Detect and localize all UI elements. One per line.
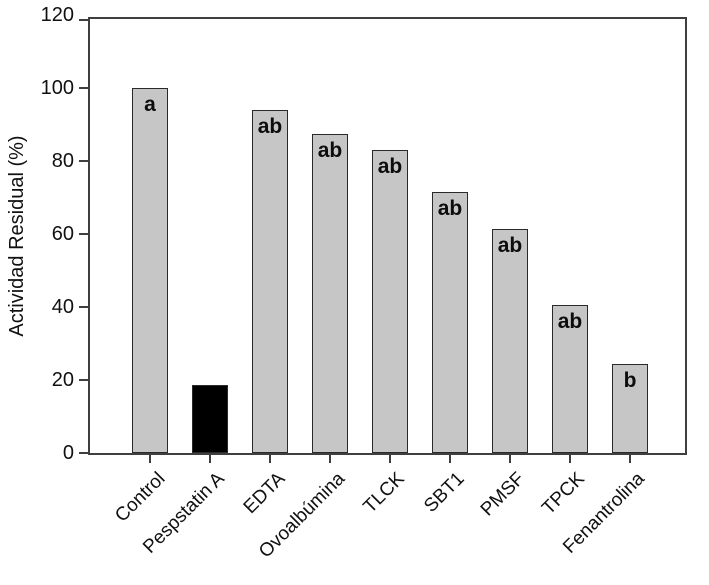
bar-significance-label: ab (437, 197, 463, 221)
x-tick-label: EDTA (239, 468, 290, 518)
bar: b (612, 363, 648, 453)
bar-significance-label: a (144, 93, 156, 116)
bar-significance-label: ab (497, 233, 523, 257)
y-tick-label: 60 (51, 223, 74, 245)
bar: ab (312, 133, 348, 453)
bar-significance-label: ab (557, 310, 583, 334)
x-tick-label: TLCK (359, 468, 410, 518)
y-tick-label: 120 (40, 4, 74, 26)
bar: ab (252, 109, 288, 453)
y-tick-mark (79, 452, 88, 454)
y-tick-label: 80 (51, 150, 74, 172)
y-tick-mark (79, 306, 88, 308)
bar: ab (432, 192, 468, 453)
x-tick-mark (329, 455, 331, 463)
y-tick-label: 20 (51, 369, 74, 391)
bar-significance-label: ab (257, 114, 283, 138)
x-tick-label: PMSF (476, 468, 530, 521)
x-tick-mark (629, 455, 631, 463)
bar (192, 385, 228, 453)
y-tick-mark (79, 19, 88, 21)
x-tick-mark (269, 455, 271, 463)
bar-significance-label: ab (377, 155, 403, 179)
x-tick-mark (509, 455, 511, 463)
y-tick-label: 40 (51, 296, 74, 318)
y-tick-mark (79, 160, 88, 162)
x-tick-mark (149, 455, 151, 463)
x-tick-label: Control (110, 468, 170, 527)
y-tick-mark (79, 87, 88, 89)
bar: ab (552, 305, 588, 453)
x-tick-label: TPCK (538, 468, 590, 519)
bar: ab (492, 228, 528, 453)
bar: a (132, 88, 168, 453)
x-tick-mark (449, 455, 451, 463)
x-tick-label: SBT1 (420, 468, 470, 517)
y-tick-mark (79, 233, 88, 235)
x-tick-mark (569, 455, 571, 463)
y-tick-label: 0 (62, 442, 74, 464)
bar-significance-label: ab (317, 138, 343, 162)
bar: ab (372, 150, 408, 453)
y-tick-label: 100 (40, 77, 74, 99)
bar-significance-label: b (623, 368, 637, 392)
x-tick-mark (389, 455, 391, 463)
y-tick-mark (79, 379, 88, 381)
x-tick-mark (209, 455, 211, 463)
